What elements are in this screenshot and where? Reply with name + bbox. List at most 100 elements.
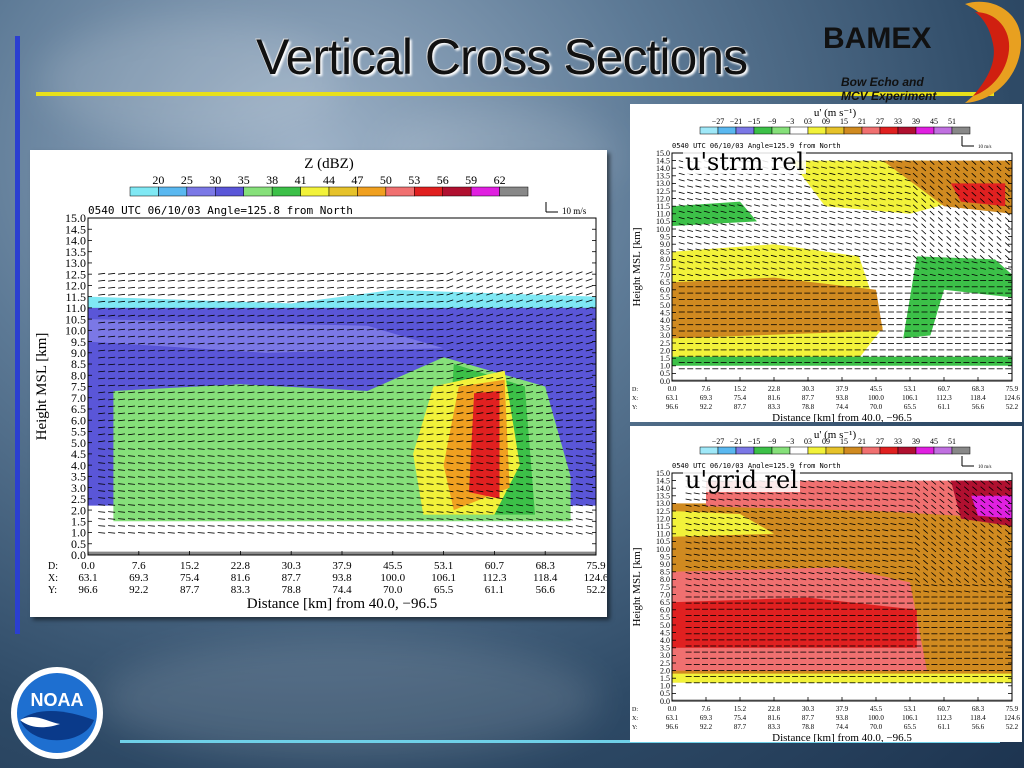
wind-vector bbox=[996, 236, 1002, 241]
wind-vector bbox=[904, 160, 911, 163]
wind-vector bbox=[496, 370, 504, 373]
wind-vector bbox=[207, 300, 215, 303]
wind-vector bbox=[545, 327, 553, 331]
wind-vector bbox=[436, 349, 444, 352]
wind-vector bbox=[971, 242, 977, 247]
wind-vector bbox=[327, 328, 335, 331]
colorbar-swatch bbox=[699, 126, 719, 135]
wind-vector bbox=[187, 490, 195, 492]
wind-vector bbox=[693, 553, 700, 556]
wind-vector bbox=[751, 510, 758, 513]
wind-vector bbox=[157, 384, 165, 387]
wind-vector bbox=[446, 518, 454, 521]
y-tick-label: 2.0 bbox=[71, 503, 86, 517]
wind-vector bbox=[127, 321, 136, 324]
x-tick-label: 30.3 bbox=[802, 385, 815, 393]
wind-vector bbox=[336, 356, 345, 359]
wind-vector bbox=[971, 204, 977, 210]
wind-vector bbox=[336, 335, 345, 338]
wind-vector bbox=[386, 314, 394, 317]
wind-vector bbox=[545, 355, 553, 359]
wind-vector bbox=[545, 363, 553, 366]
wind-vector bbox=[217, 511, 225, 513]
wind-vector bbox=[929, 236, 935, 241]
wind-vector bbox=[841, 541, 848, 544]
y-tick-label: 1.5 bbox=[71, 515, 86, 529]
wind-vector bbox=[307, 532, 315, 534]
wind-vector bbox=[545, 497, 553, 500]
wind-vector bbox=[914, 492, 920, 498]
wind-vector bbox=[436, 321, 444, 324]
wind-vector bbox=[792, 578, 799, 581]
wind-vector bbox=[406, 462, 414, 464]
wind-vector bbox=[157, 335, 165, 338]
wind-vector bbox=[426, 532, 434, 534]
wind-vector bbox=[712, 204, 719, 207]
wind-vector bbox=[988, 572, 994, 577]
wind-vector bbox=[812, 261, 819, 264]
wind-vector bbox=[585, 455, 593, 457]
wind-vector bbox=[804, 242, 811, 245]
field-contour bbox=[672, 673, 1012, 683]
wind-vector bbox=[317, 525, 325, 527]
wind-vector bbox=[327, 525, 335, 527]
wind-vector bbox=[874, 498, 881, 501]
wind-vector bbox=[712, 261, 719, 264]
wind-vector bbox=[177, 532, 185, 534]
wind-vector bbox=[247, 328, 255, 331]
wind-vector bbox=[947, 541, 953, 547]
wind-vector bbox=[585, 490, 593, 493]
wind-vector bbox=[456, 448, 464, 450]
wind-vector bbox=[742, 566, 749, 568]
wind-vector bbox=[906, 541, 913, 544]
wind-vector bbox=[197, 455, 205, 457]
wind-vector bbox=[937, 198, 943, 203]
wind-vector bbox=[712, 235, 719, 239]
wind-vector bbox=[898, 572, 905, 575]
wind-vector bbox=[871, 198, 878, 201]
wind-vector bbox=[874, 559, 881, 562]
x-tick-label: 60.7 bbox=[485, 560, 505, 572]
colorbar-swatch bbox=[357, 186, 387, 197]
wind-vector bbox=[946, 185, 952, 191]
wind-vector bbox=[197, 356, 205, 359]
wind-vector bbox=[406, 314, 414, 317]
wind-vector bbox=[456, 511, 464, 514]
wind-vector bbox=[466, 532, 474, 535]
wind-vector bbox=[971, 191, 977, 197]
wind-vector bbox=[904, 191, 911, 194]
wind-vector bbox=[436, 448, 444, 450]
wind-vector bbox=[988, 185, 994, 191]
wind-vector bbox=[575, 271, 583, 275]
x-tick-label: 45.5 bbox=[383, 560, 403, 572]
wind-vector bbox=[108, 462, 116, 464]
wind-vector bbox=[127, 532, 136, 534]
wind-vector bbox=[879, 198, 886, 201]
wind-vector bbox=[147, 342, 155, 345]
y-tick-label: 6.0 bbox=[71, 413, 86, 427]
u-storm-relative-label: u'strm rel bbox=[683, 148, 807, 176]
wind-vector bbox=[988, 492, 994, 498]
wind-vector bbox=[979, 160, 985, 165]
wind-vector bbox=[207, 272, 215, 275]
wind-vector bbox=[416, 455, 424, 457]
wind-vector bbox=[767, 578, 774, 581]
wind-vector bbox=[767, 559, 774, 562]
wind-vector bbox=[939, 584, 946, 587]
wind-vector bbox=[693, 492, 700, 495]
wind-vector bbox=[728, 229, 735, 232]
u-grid-relative-panel: u' (m s⁻¹) −27 −21 −15 −9 −3 03 09 15 21 27 33 39 45 5… bbox=[630, 426, 1022, 742]
wind-vector bbox=[898, 553, 905, 556]
wind-vector bbox=[376, 511, 384, 513]
wind-vector bbox=[712, 229, 719, 232]
wind-vector bbox=[833, 486, 840, 489]
wind-vector bbox=[1004, 185, 1010, 191]
wind-vector bbox=[703, 185, 710, 188]
wind-vector bbox=[426, 518, 434, 520]
wind-vector bbox=[678, 229, 685, 232]
wind-vector bbox=[426, 440, 434, 443]
wind-vector bbox=[257, 448, 265, 450]
wind-vector bbox=[804, 204, 811, 207]
wind-vector bbox=[108, 469, 116, 471]
